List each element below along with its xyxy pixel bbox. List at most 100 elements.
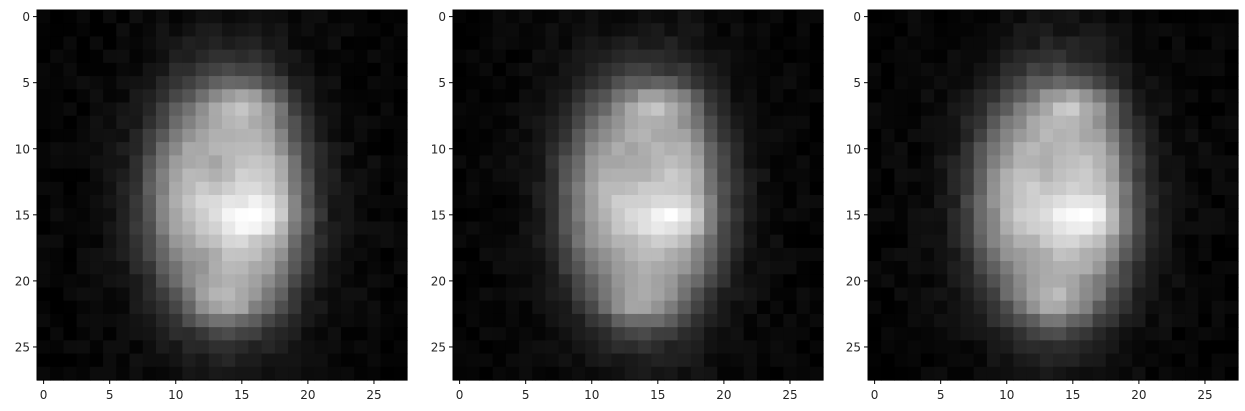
heatmap-cell	[664, 313, 679, 328]
heatmap-cell	[783, 274, 798, 289]
heatmap-cell	[1105, 36, 1120, 51]
heatmap-cell	[116, 181, 131, 196]
heatmap-cell	[63, 261, 78, 275]
heatmap-cell	[248, 234, 263, 249]
heatmap-cell	[288, 76, 302, 90]
heatmap-cell	[248, 128, 263, 143]
heatmap-cell	[505, 89, 520, 104]
heatmap-cell	[169, 89, 183, 104]
heatmap-cell	[222, 36, 236, 51]
heatmap-cell	[129, 234, 144, 249]
heatmap-cell	[340, 274, 355, 289]
heatmap-cell	[651, 142, 666, 156]
heatmap-cell	[598, 313, 613, 328]
heatmap-cell	[340, 340, 355, 355]
heatmap-cell	[796, 247, 811, 262]
heatmap-cell	[638, 340, 652, 355]
heatmap-cell	[274, 181, 289, 196]
x-tick-label: 5	[937, 388, 945, 402]
heatmap-cell	[973, 287, 988, 302]
heatmap-cell	[1119, 208, 1133, 223]
heatmap-cell	[367, 115, 382, 130]
heatmap-cell	[585, 274, 599, 289]
heatmap-cell	[1171, 49, 1186, 64]
heatmap-cell	[76, 234, 91, 249]
heatmap-cell	[37, 102, 51, 117]
heatmap-cell	[907, 208, 922, 223]
heatmap-cell	[558, 155, 573, 170]
heatmap-cell	[222, 115, 236, 130]
heatmap-cell	[730, 62, 745, 77]
heatmap-cell	[986, 287, 1001, 302]
heatmap-cell	[314, 181, 329, 196]
heatmap-cell	[103, 142, 117, 156]
heatmap-cell	[301, 208, 316, 223]
heatmap-cell	[301, 76, 316, 90]
heatmap-cell	[222, 168, 236, 183]
heatmap-cell	[770, 247, 784, 262]
heatmap-cell	[1105, 247, 1120, 262]
heatmap-cell	[116, 155, 131, 170]
heatmap-cell	[1171, 340, 1186, 355]
heatmap-cell	[1224, 23, 1239, 38]
heatmap-cell	[796, 300, 811, 315]
y-tick-label: 10	[846, 142, 861, 156]
heatmap-cell	[288, 89, 302, 104]
heatmap-cell	[1119, 49, 1133, 64]
heatmap-cell	[1066, 247, 1081, 262]
heatmap-cell	[1000, 300, 1014, 315]
heatmap-cell	[1185, 168, 1199, 183]
heatmap-cell	[1105, 168, 1120, 183]
heatmap-cell	[571, 221, 586, 236]
heatmap-cell	[881, 23, 896, 38]
heatmap-cell	[986, 155, 1001, 170]
heatmap-cell	[89, 234, 104, 249]
heatmap-cell	[973, 340, 988, 355]
heatmap-cell	[1198, 247, 1213, 262]
heatmap-cell	[1119, 181, 1133, 196]
heatmap-cell	[1224, 102, 1239, 117]
heatmap-cell	[986, 168, 1001, 183]
heatmap-cell	[155, 261, 170, 275]
heatmap-cell	[894, 353, 909, 368]
heatmap-cell	[1171, 155, 1186, 170]
heatmap-cell	[37, 247, 51, 262]
heatmap-cell	[505, 76, 520, 90]
heatmap-cells	[453, 10, 824, 381]
heatmap-cell	[934, 234, 948, 249]
heatmap-cell	[1092, 142, 1107, 156]
heatmap-cell	[288, 287, 302, 302]
heatmap-cell	[1000, 36, 1014, 51]
heatmap-cell	[571, 300, 586, 315]
heatmap-cell	[532, 168, 547, 183]
heatmap-cell	[1026, 247, 1041, 262]
heatmap-cell	[1145, 102, 1160, 117]
x-tick-label: 10	[999, 388, 1014, 402]
heatmap-cell	[182, 366, 197, 381]
heatmap-cell	[756, 49, 771, 64]
heatmap-cell	[182, 327, 197, 341]
heatmap-cell	[1066, 195, 1081, 209]
heatmap-cell	[195, 340, 210, 355]
heatmap-cell	[1211, 300, 1226, 315]
heatmap-cell	[367, 340, 382, 355]
heatmap-cell	[129, 10, 144, 24]
heatmap-cell	[1053, 300, 1067, 315]
heatmap-cell	[155, 115, 170, 130]
heatmap-cell	[393, 300, 408, 315]
heatmap-cell	[380, 313, 395, 328]
heatmap-cell	[881, 247, 896, 262]
heatmap-cell	[248, 195, 263, 209]
heatmap-cell	[1079, 247, 1094, 262]
x-tick-label: 10	[168, 388, 183, 402]
heatmap-cell	[796, 340, 811, 355]
heatmap-cell	[677, 195, 692, 209]
heatmap-cell	[1000, 366, 1014, 381]
heatmap-cell	[1013, 366, 1028, 381]
heatmap-cell	[677, 208, 692, 223]
heatmap-cell	[50, 142, 65, 156]
heatmap-cell	[169, 168, 183, 183]
heatmap-cell	[730, 327, 745, 341]
heatmap-cell	[492, 181, 507, 196]
heatmap-cell	[63, 221, 78, 236]
